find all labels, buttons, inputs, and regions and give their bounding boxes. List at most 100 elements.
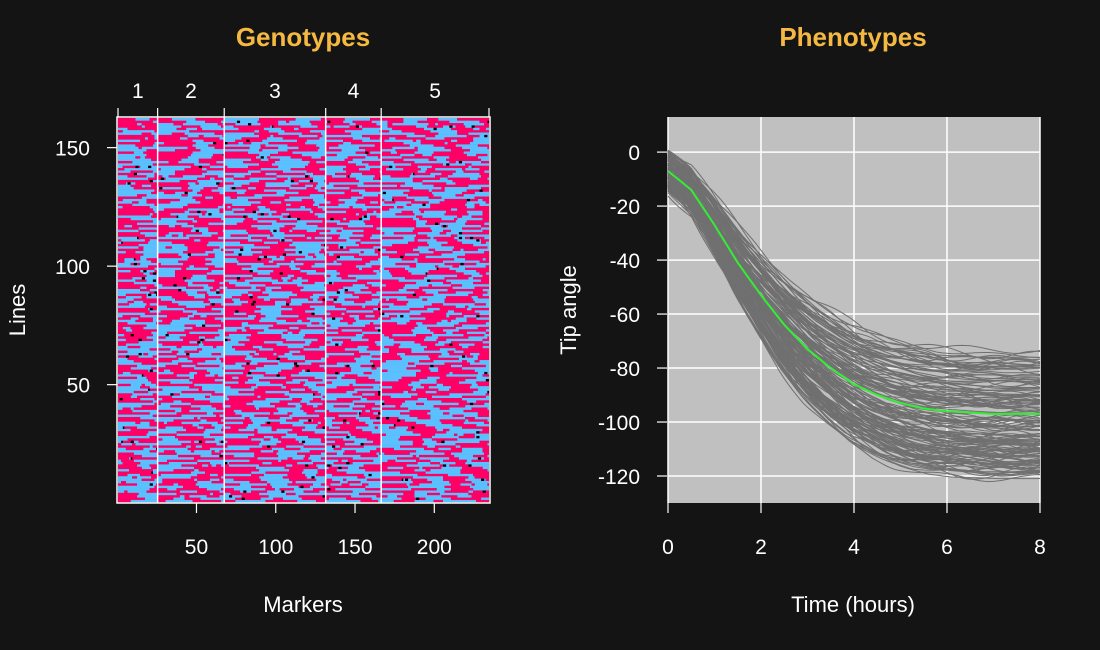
- genotype-block: [422, 442, 456, 446]
- genotype-block: [406, 203, 412, 206]
- genotype-block: [157, 255, 182, 259]
- genotype-block: [393, 160, 415, 164]
- genotype-block: [322, 321, 326, 325]
- genotype-block: [378, 253, 382, 256]
- genotype-block: [412, 442, 423, 446]
- genotype-block: [198, 134, 204, 138]
- genotype-block: [224, 122, 236, 126]
- genotype-block: [328, 426, 340, 429]
- genotype-block: [186, 333, 220, 337]
- missing-genotype: [130, 333, 134, 337]
- genotype-block: [241, 321, 249, 325]
- genotype-block: [192, 189, 201, 192]
- genotype-block: [468, 490, 474, 493]
- genotype-block: [309, 343, 326, 346]
- genotype-block: [343, 167, 359, 171]
- genotype-block: [176, 411, 207, 415]
- genotype-block: [466, 317, 477, 320]
- genotype-block: [118, 454, 142, 458]
- genotype-block: [197, 426, 204, 429]
- genotype-block: [224, 487, 234, 491]
- genotype-block: [118, 210, 155, 214]
- genotype-block: [197, 362, 225, 365]
- genotype-block: [221, 319, 225, 323]
- genotype-block: [336, 153, 367, 157]
- genotype-block: [435, 433, 455, 436]
- genotype-block: [173, 419, 201, 422]
- genotype-block: [194, 456, 225, 460]
- genotype-block: [306, 139, 326, 142]
- genotype-block: [358, 350, 382, 353]
- genotype-block: [165, 234, 172, 237]
- genotype-block: [118, 155, 136, 159]
- genotype-block: [262, 461, 272, 465]
- missing-genotype: [248, 122, 252, 126]
- genotype-block: [325, 272, 340, 275]
- genotype-block: [181, 414, 217, 417]
- missing-genotype: [425, 272, 429, 275]
- genotype-block: [244, 174, 277, 178]
- genotype-block: [344, 449, 356, 453]
- genotype-block: [154, 485, 158, 489]
- genotype-block: [374, 250, 382, 254]
- genotype-block: [208, 227, 225, 230]
- genotype-block: [173, 371, 190, 375]
- missing-genotype: [336, 291, 340, 294]
- genotype-block: [449, 480, 472, 484]
- genotype-block: [157, 385, 190, 389]
- genotype-block: [419, 295, 447, 299]
- genotype-block: [374, 340, 382, 344]
- genotype-block: [292, 229, 307, 233]
- genotype-block: [157, 404, 171, 408]
- genotype-block: [217, 328, 225, 332]
- genotype-block: [168, 160, 179, 164]
- genotype-block: [325, 231, 353, 235]
- missing-genotype: [385, 416, 390, 420]
- genotype-block: [181, 288, 210, 292]
- genotype-block: [381, 224, 417, 228]
- genotype-block: [195, 141, 217, 145]
- genotype-block: [224, 421, 244, 425]
- genotype-block: [146, 200, 158, 204]
- genotype-block: [189, 264, 195, 268]
- genotype-block: [233, 409, 242, 413]
- genotype-block: [157, 328, 185, 332]
- genotype-block: [339, 480, 348, 484]
- genotype-block: [325, 295, 329, 299]
- genotype-block: [281, 440, 299, 444]
- genotype-block: [157, 319, 163, 323]
- genotype-block: [157, 253, 179, 256]
- genotype-block: [400, 404, 434, 408]
- genotype-block: [476, 423, 489, 427]
- genotype-block: [424, 276, 445, 280]
- genotype-block: [251, 385, 258, 389]
- missing-genotype: [484, 371, 488, 375]
- genotype-block: [378, 454, 382, 458]
- genotype-block: [473, 355, 478, 358]
- missing-genotype: [355, 125, 359, 128]
- genotype-block: [314, 430, 326, 434]
- genotype-block: [477, 355, 489, 358]
- genotype-block: [287, 411, 293, 415]
- genotype-block: [202, 167, 207, 171]
- genotype-block: [343, 340, 375, 344]
- genotype-block: [157, 433, 177, 436]
- genotype-block: [471, 480, 489, 484]
- genotype-block: [378, 193, 382, 197]
- genotype-block: [438, 366, 463, 370]
- genotype-block: [387, 122, 393, 126]
- genotype-block: [278, 459, 282, 462]
- genotype-block: [381, 281, 417, 285]
- genotype-block: [232, 298, 241, 301]
- genotype-block: [346, 217, 359, 221]
- genotype-block: [251, 333, 282, 337]
- genotype-block: [443, 229, 451, 233]
- genotype-block: [173, 497, 185, 500]
- genotype-block: [130, 269, 141, 273]
- genotype-block: [213, 196, 225, 199]
- genotype-block: [325, 362, 337, 365]
- genotype-block: [187, 222, 209, 225]
- genotype-block: [477, 357, 489, 361]
- genotype-block: [441, 172, 453, 176]
- genotype-block: [262, 139, 298, 142]
